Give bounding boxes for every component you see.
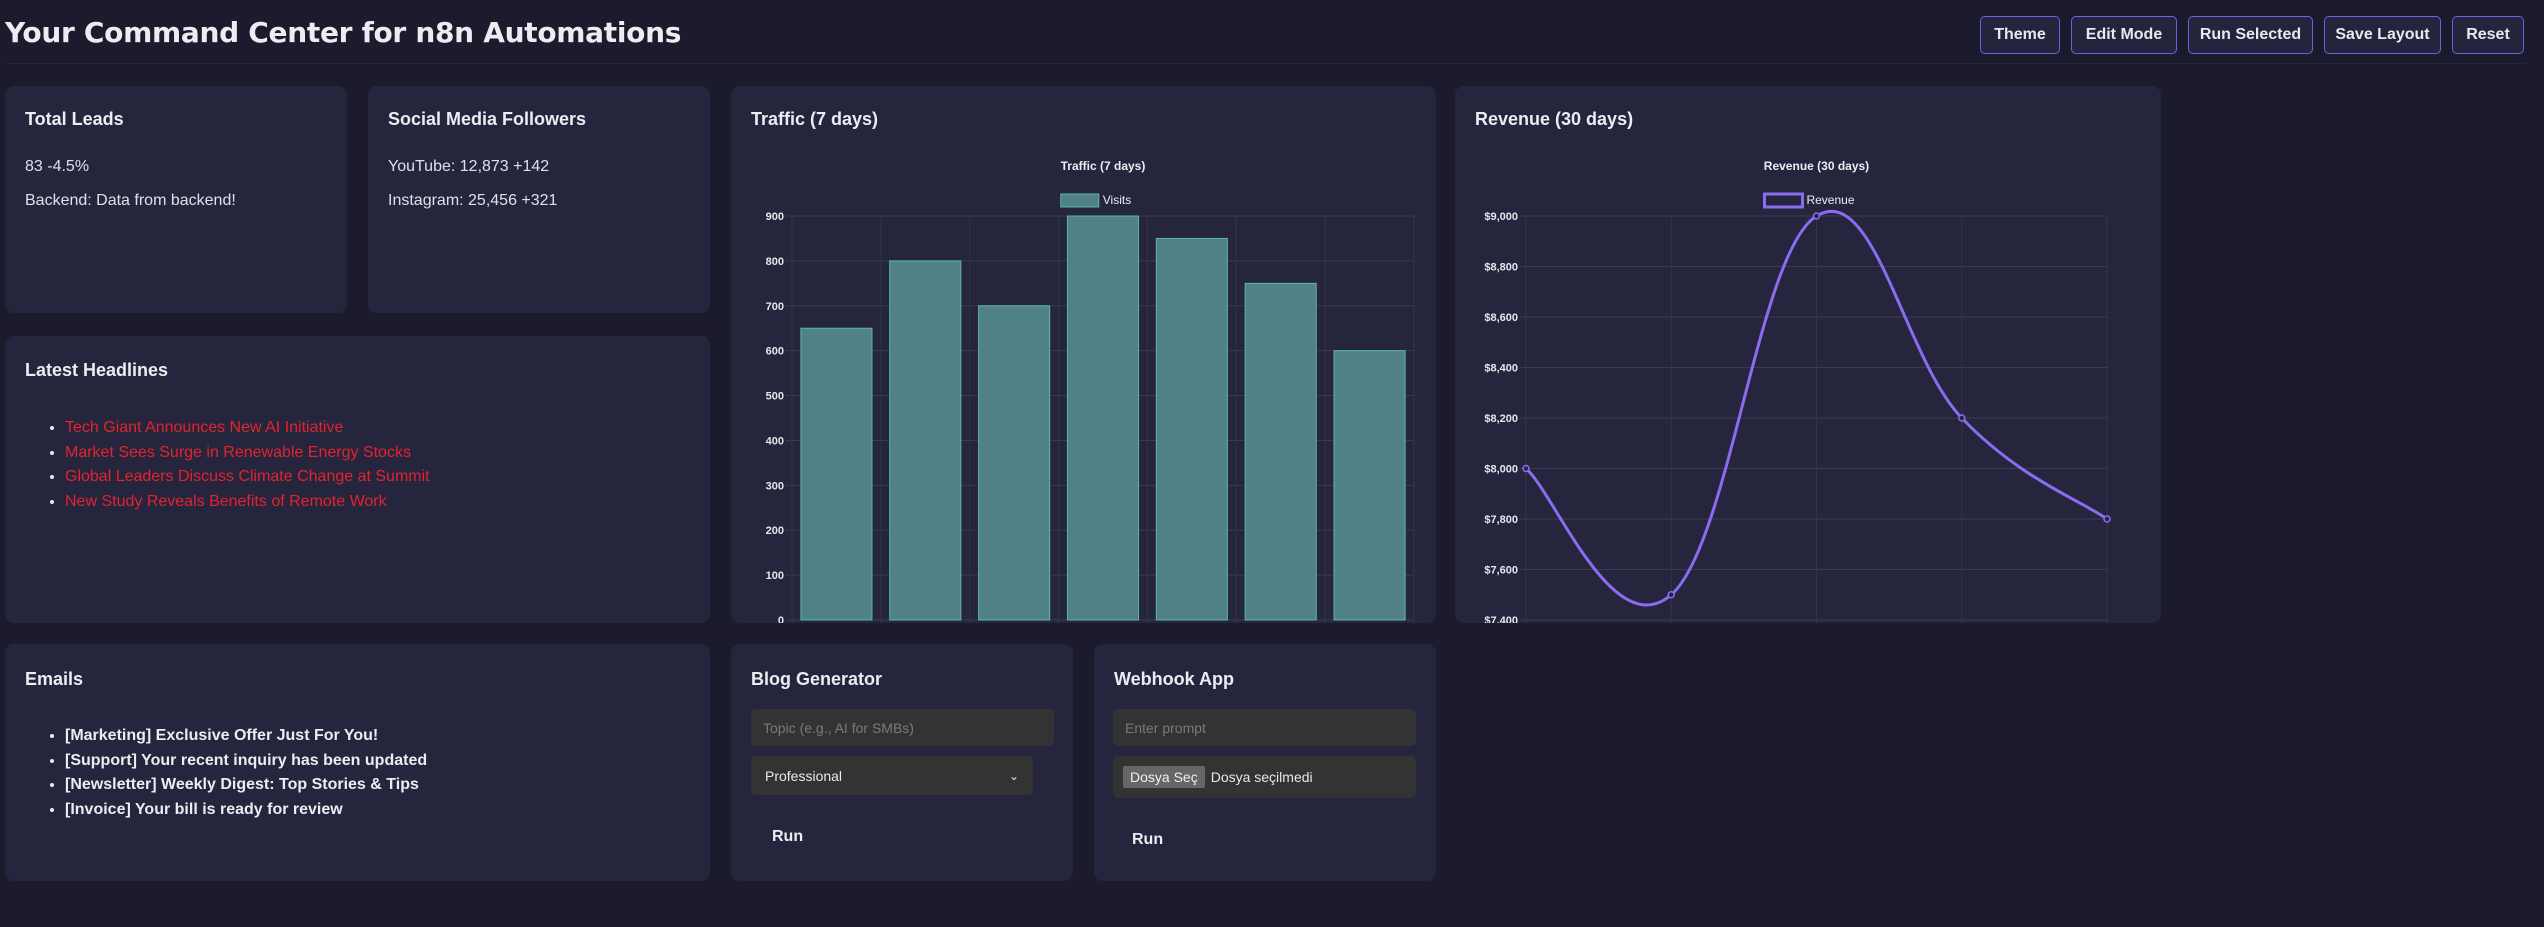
page-title: Your Command Center for n8n Automations: [5, 16, 682, 49]
youtube-followers: YouTube: 12,873 +142: [388, 158, 550, 175]
card-title: Webhook App: [1114, 669, 1234, 689]
card-title: Latest Headlines: [25, 360, 169, 380]
bar: [889, 260, 962, 621]
revenue-line: [1524, 210, 2108, 607]
y-tick-label: 600: [766, 346, 784, 358]
card-title: Revenue (30 days): [1475, 109, 1634, 129]
data-point: [1958, 414, 1966, 422]
social-followers-card[interactable]: Social Media Followers YouTube: 12,873 +…: [368, 86, 710, 313]
traffic-chart: 0 100 200 300 400 500 600 700 800 900 Traffic (7 d…: [766, 159, 1415, 623]
y-tick-label: 500: [766, 391, 784, 403]
data-point: [1812, 212, 1821, 220]
emails-list: [Marketing] Exclusive Offer Just For You…: [5, 724, 427, 822]
card-title: Social Media Followers: [388, 109, 587, 129]
data-point: [1667, 591, 1675, 599]
y-tick-label: 300: [766, 480, 784, 492]
data-point: [1522, 464, 1530, 473]
y-tick-label: $8,200: [1484, 413, 1518, 425]
y-tick-label: $8,800: [1484, 262, 1518, 274]
total-leads-card[interactable]: Total Leads 83 -4.5% Backend: Data from …: [5, 86, 347, 313]
y-tick-label: 0: [778, 615, 784, 623]
y-tick-label: $7,800: [1484, 514, 1518, 526]
card-title: Blog Generator: [751, 669, 883, 689]
headline-link[interactable]: New Study Reveals Benefits of Remote Wor…: [65, 490, 430, 515]
email-item[interactable]: [Support] Your recent inquiry has been u…: [65, 749, 427, 774]
file-status: Dosya seçilmedi: [1210, 769, 1313, 785]
choose-file-button[interactable]: Dosya Seç: [1123, 766, 1205, 788]
save-layout-button[interactable]: Save Layout: [2324, 16, 2441, 54]
y-tick-label: 400: [766, 435, 784, 447]
tone-select[interactable]: Professional ⌄: [751, 756, 1033, 795]
headline-link[interactable]: Global Leaders Discuss Climate Change at…: [65, 465, 430, 490]
y-tick-label: 100: [766, 570, 784, 582]
legend-label: Revenue: [1806, 193, 1854, 207]
traffic-card[interactable]: Traffic (7 days) 0 100 200 300 400 500 600 700 8…: [731, 86, 1436, 623]
header-divider: [5, 63, 2525, 64]
data-point: [2103, 515, 2111, 523]
email-item[interactable]: [Newsletter] Weekly Digest: Top Stories …: [65, 773, 427, 798]
bar: [1066, 215, 1140, 621]
prompt-input[interactable]: [1113, 709, 1416, 746]
bar: [800, 327, 873, 621]
bar: [1244, 282, 1317, 621]
reset-button[interactable]: Reset: [2452, 16, 2524, 54]
revenue-chart: $7,400 $7,600 $7,800 $8,000 $8,200 $8,400 $8,6…: [1484, 159, 2111, 623]
topic-input[interactable]: [751, 709, 1054, 746]
y-tick-label: $7,400: [1484, 615, 1518, 623]
chevron-down-icon: ⌄: [1008, 768, 1019, 783]
tone-selected-value: Professional: [765, 767, 843, 784]
webhook-run-button[interactable]: Run: [1132, 831, 1164, 848]
y-tick-label: $7,600: [1484, 565, 1518, 577]
chart-title: Revenue (30 days): [1764, 159, 1869, 173]
email-item[interactable]: [Invoice] Your bill is ready for review: [65, 798, 427, 823]
bar: [1155, 237, 1228, 621]
y-tick-label: $8,000: [1484, 464, 1518, 476]
legend-swatch: [1060, 193, 1100, 208]
headlines-card[interactable]: Latest Headlines Tech Giant Announces Ne…: [5, 336, 710, 623]
run-selected-button[interactable]: Run Selected: [2188, 16, 2313, 54]
legend-label: Visits: [1103, 193, 1131, 207]
chart-title: Traffic (7 days): [1061, 159, 1146, 173]
bar: [978, 305, 1051, 621]
theme-button[interactable]: Theme: [1980, 16, 2060, 54]
y-tick-label: 900: [766, 211, 784, 223]
y-tick-label: $8,400: [1484, 363, 1518, 375]
bar: [1333, 350, 1406, 621]
y-tick-label: 200: [766, 525, 784, 537]
card-title: Total Leads: [25, 109, 124, 129]
emails-card[interactable]: Emails [Marketing] Exclusive Offer Just …: [5, 644, 710, 881]
webhook-app-card[interactable]: Webhook App Dosya Seç Dosya seçilmedi Ru…: [1094, 644, 1436, 881]
email-item[interactable]: [Marketing] Exclusive Offer Just For You…: [65, 724, 427, 749]
headline-link[interactable]: Tech Giant Announces New AI Initiative: [65, 416, 430, 441]
y-tick-label: $8,600: [1484, 312, 1518, 324]
headline-link[interactable]: Market Sees Surge in Renewable Energy St…: [65, 441, 430, 466]
blog-generator-card[interactable]: Blog Generator Professional ⌄ Run: [731, 644, 1073, 881]
revenue-card[interactable]: Revenue (30 days) $7,400 $7,600 $7,800 $8,0…: [1455, 86, 2161, 623]
card-title: Traffic (7 days): [751, 109, 879, 129]
backend-status: Backend: Data from backend!: [25, 192, 236, 209]
blog-run-button[interactable]: Run: [772, 828, 804, 845]
y-tick-label: 800: [766, 256, 784, 268]
leads-value: 83 -4.5%: [25, 158, 90, 175]
y-tick-label: 700: [766, 301, 784, 313]
edit-mode-button[interactable]: Edit Mode: [2071, 16, 2177, 54]
card-title: Emails: [25, 669, 84, 689]
instagram-followers: Instagram: 25,456 +321: [388, 192, 558, 209]
file-input[interactable]: Dosya Seç Dosya seçilmedi: [1113, 756, 1416, 798]
y-tick-label: $9,000: [1484, 211, 1518, 223]
headlines-list: Tech Giant Announces New AI Initiative M…: [5, 416, 430, 514]
legend-swatch: [1762, 192, 1804, 209]
